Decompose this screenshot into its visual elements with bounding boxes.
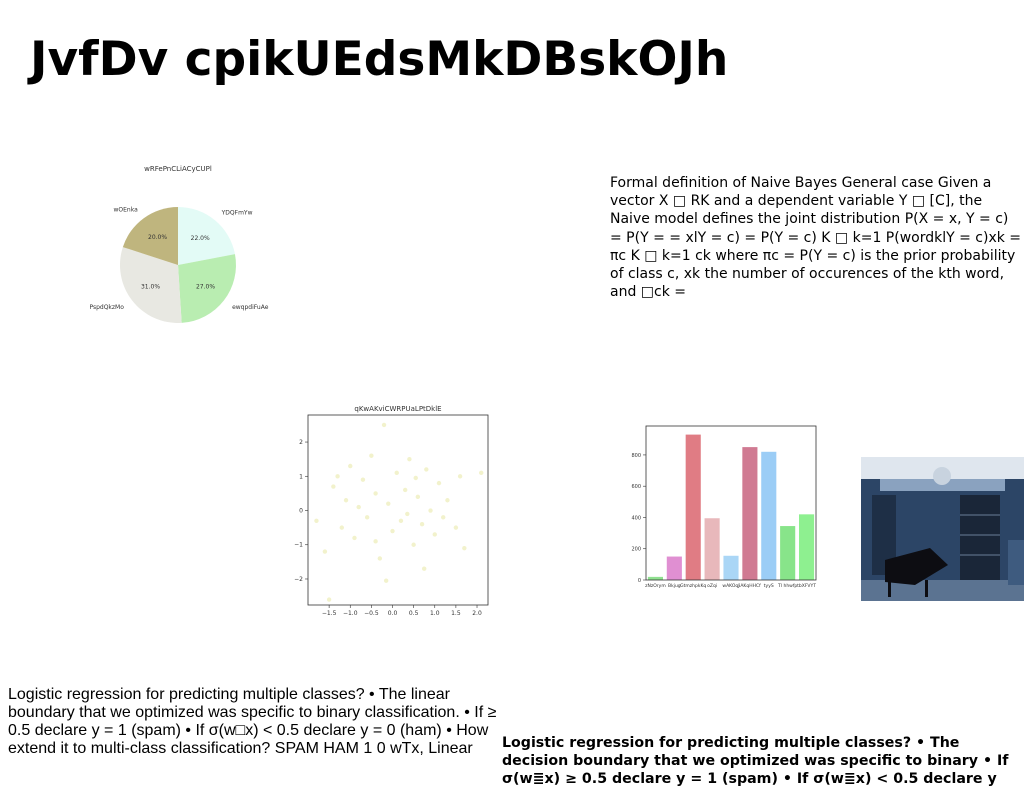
slice-value-label: 20.0% [148,234,167,241]
scatter-point [314,518,319,523]
bar [647,576,663,580]
paragraph: Logistic regression for predicting multi… [502,735,1009,787]
scatter-point [413,475,418,481]
pie-slice [178,207,235,265]
scatter-point [415,494,421,500]
bar [666,556,682,580]
scatter-point [402,487,408,493]
x-tick-label: Bkjug [668,583,681,589]
y-tick-label: −2 [294,576,303,583]
y-tick-label: 0 [299,508,303,515]
y-tick-label: 400 [631,515,641,521]
scatter-point [352,535,357,541]
scatter-point [360,477,366,482]
scatter-point [445,498,450,503]
bar [799,514,815,580]
slice-value-label: 27.0% [196,283,215,290]
y-tick-label: 1 [299,473,303,480]
scatter-point [441,515,446,520]
paragraph: Formal definition of Naive Bayes General… [610,175,1022,301]
y-tick-label: −1 [294,542,303,549]
x-tick-label: −0.5 [364,610,379,617]
slice-value-label: 31.0% [141,283,160,290]
scatter-point [331,484,336,489]
scatter-point [386,501,391,506]
scatter-point [364,515,370,520]
chart-title: qKwAKviCWRPUaLPtDklE [354,405,441,413]
scatter-point [339,525,345,530]
bar [704,518,720,580]
scatter-point [377,556,383,561]
bar [723,555,739,580]
slice-value-label: 22.0% [191,235,210,242]
scatter-point [343,498,349,503]
x-tick-label: zNzOrym [645,583,666,589]
scatter-point [405,511,410,517]
scatter-point [411,542,416,547]
paragraph: Logistic regression for predicting multi… [8,686,497,757]
scatter-point [381,422,387,428]
x-tick-label: 2.0 [472,610,482,617]
y-tick-label: 200 [631,547,641,553]
scatter-point [398,518,404,523]
y-tick-label: 2 [299,439,303,446]
x-tick-label: 1.5 [451,610,461,617]
y-tick-label: 0 [638,578,641,584]
scatter-point [462,545,467,551]
scatter-point [436,480,442,486]
y-tick-label: 600 [631,484,641,490]
scatter-point [457,474,463,479]
x-tick-label: oZqi [707,583,717,589]
scatter-point [394,470,399,476]
scatter-point [428,508,433,513]
x-tick-label: wAKOqJ [722,583,739,589]
scatter-point [419,522,425,527]
bar [780,526,796,580]
scatter-point [335,474,340,479]
x-tick-label: tbXFVYT [797,583,816,589]
scatter-point [479,470,484,476]
plot-frame [307,414,489,606]
x-tick-label: 1.0 [430,610,440,617]
chart-title: wRFePnCLiACyCUPl [144,165,212,173]
room-photo [861,457,1024,601]
pie-slice [178,254,236,323]
x-tick-label: Tl hhwfp [777,583,797,589]
x-tick-label: iAKqHHCf [739,583,761,589]
scatter-point [373,539,378,544]
plot-frame [645,425,817,581]
x-tick-label: −1.0 [343,610,358,617]
scatter-point [407,456,412,462]
slice-label: wOEnka [113,207,138,214]
x-tick-label: 0.5 [409,610,419,617]
scatter-point [383,578,389,583]
scatter-point [356,504,361,510]
scatter-point [322,549,328,554]
pie-slice [120,247,182,324]
x-tick-label: tyyS [764,583,774,589]
x-tick-label: GtmzhpkKq [680,583,706,589]
slice-label: YDQFmYw [221,209,253,216]
slice-label: ewqpdiFuAe [232,304,269,311]
scatter-point [432,532,437,537]
scatter-point [373,491,378,496]
x-tick-label: −1.5 [322,610,337,617]
y-tick-label: 800 [631,453,641,459]
scatter-point [369,453,374,458]
slide-title: JvfDv cpikUEdsMkDBskOJh [30,32,729,87]
bar [685,434,701,580]
scatter-point [326,597,332,602]
scatter-point [348,463,353,469]
pie-slice [122,207,178,265]
slice-label: PspdQkzMo [89,304,124,311]
scatter-point [390,528,395,534]
bar [761,451,777,580]
scatter-point [421,566,427,571]
bar [742,447,758,580]
scatter-point [424,467,429,472]
scatter-point [453,525,459,530]
x-tick-label: 0.0 [388,610,398,617]
